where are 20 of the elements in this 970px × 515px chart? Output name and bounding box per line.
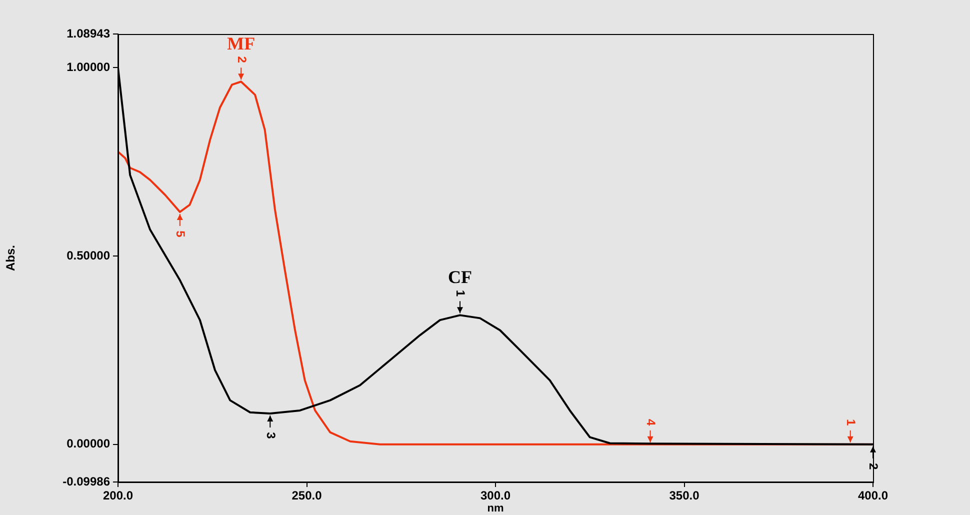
y-tick-label: 0.50000 xyxy=(66,248,110,262)
x-tick-label: 300.0 xyxy=(480,488,511,503)
annotation: 1 xyxy=(844,419,858,426)
y-tick-label: 1.08943 xyxy=(66,26,110,40)
y-tick-label: -0.09986 xyxy=(62,474,110,488)
x-axis-title: nm xyxy=(487,502,504,514)
annotation: 3 xyxy=(264,432,278,440)
y-tick-label: 0.00000 xyxy=(66,436,110,451)
y-axis-title: Abs. xyxy=(4,244,18,272)
annotation: 2 xyxy=(234,56,249,64)
x-tick-label: 200.0 xyxy=(102,488,134,503)
annotation: CF xyxy=(448,266,472,287)
annotation: 5 xyxy=(174,230,188,238)
annotation: MF xyxy=(227,33,256,54)
x-tick-label: 350.0 xyxy=(669,488,700,503)
annotation: 4 xyxy=(644,419,658,426)
annotation: 1 xyxy=(454,290,468,297)
y-tick-label: 1.00000 xyxy=(66,60,110,74)
x-tick-label: 400.0 xyxy=(858,488,888,503)
x-tick-label: 250.0 xyxy=(292,488,322,503)
